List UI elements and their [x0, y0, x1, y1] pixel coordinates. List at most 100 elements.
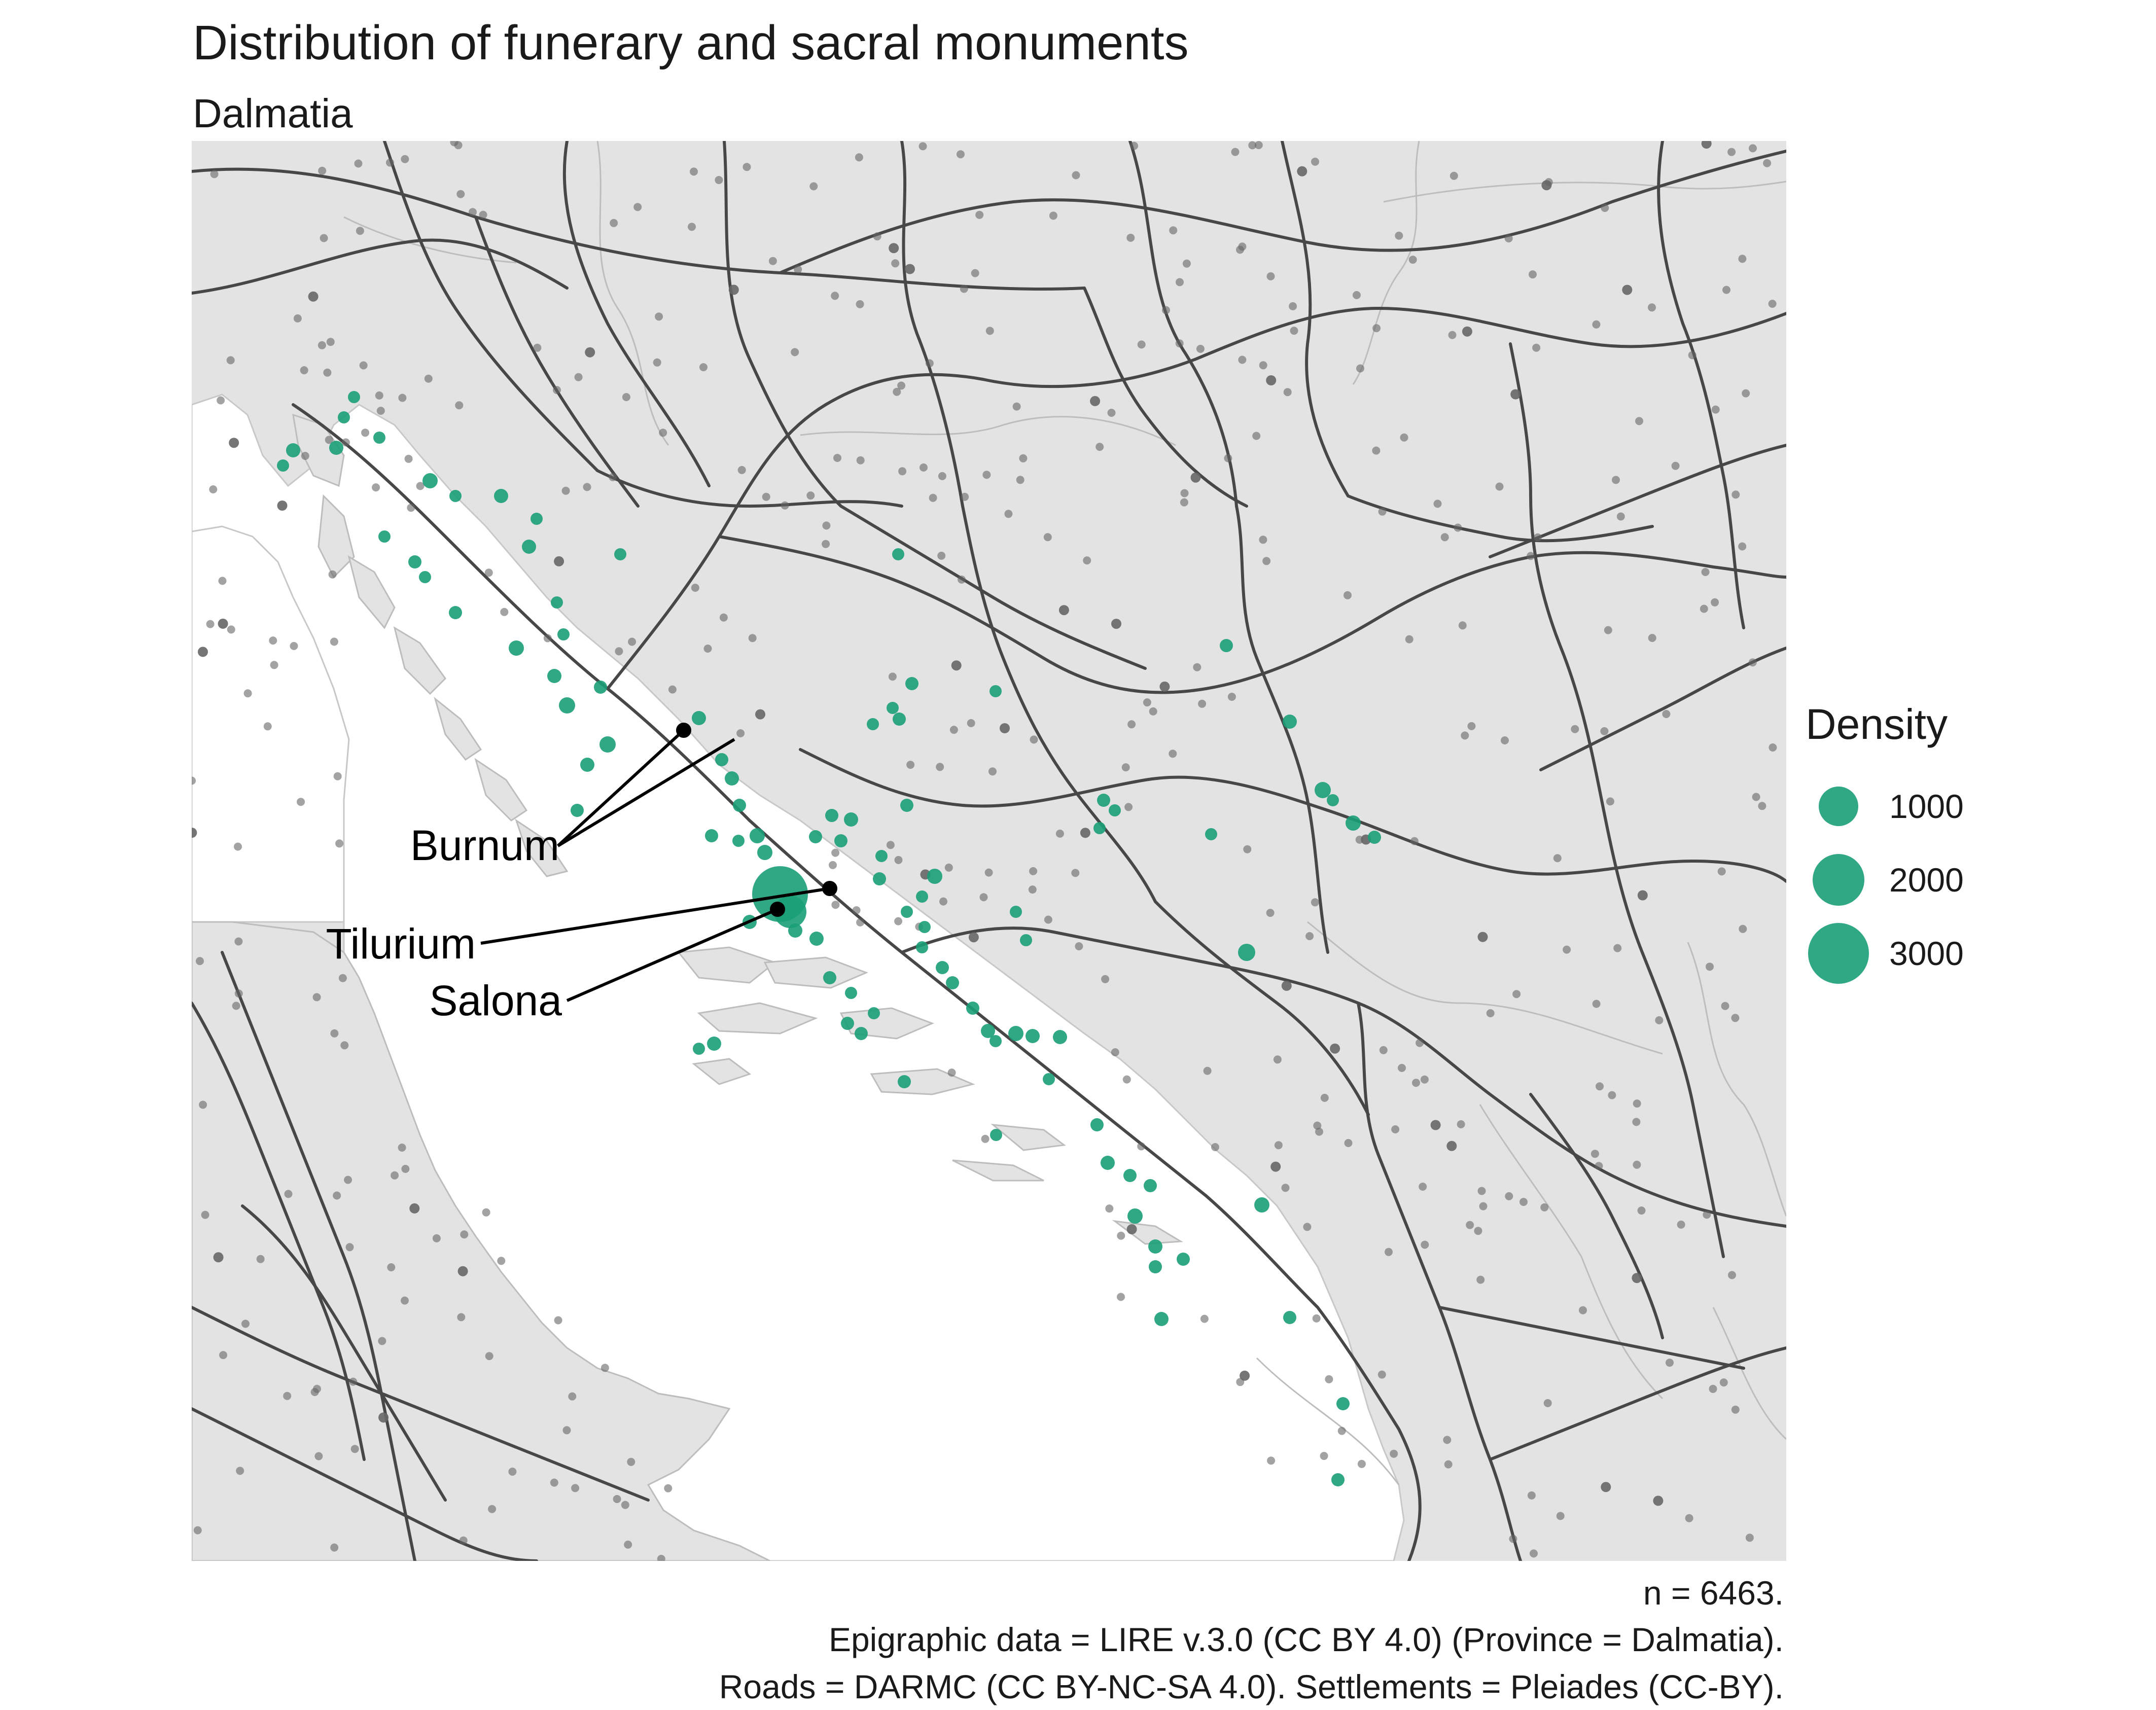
settlement-point [891, 259, 900, 268]
settlement-point [500, 608, 509, 616]
settlement-point [1655, 1016, 1664, 1024]
settlement-point [210, 170, 219, 179]
salona-leader-line [566, 908, 779, 1002]
settlement-point [1592, 1000, 1601, 1008]
settlement-point [951, 660, 962, 671]
settlement-point [791, 348, 799, 357]
settlement-point [349, 1377, 358, 1386]
map-title: Distribution of funerary and sacral monu… [193, 16, 1189, 70]
place-labels: Burnum Tilurium Salona [326, 822, 562, 1024]
settlement-point [1270, 1161, 1281, 1172]
settlement-point [330, 637, 338, 646]
settlement-point [1372, 324, 1381, 333]
settlement-point [1071, 869, 1080, 877]
settlement-point [1016, 476, 1024, 484]
settlement-point [335, 839, 344, 848]
road-line [1347, 494, 1654, 543]
monument-point [868, 1007, 880, 1019]
settlement-point [831, 292, 839, 300]
settlement-point [938, 472, 946, 480]
monument-point [1149, 1260, 1162, 1273]
settlement-point [657, 1555, 665, 1561]
settlement-point [856, 918, 865, 927]
settlement-point [1012, 402, 1021, 411]
settlement-point [1454, 523, 1462, 532]
monument-point [551, 596, 563, 609]
settlement-point [404, 454, 413, 463]
settlement-point [967, 719, 975, 727]
settlement-point [957, 150, 965, 159]
monument-point [1097, 794, 1110, 807]
islands [292, 413, 1183, 1245]
settlement-point [314, 1452, 323, 1460]
settlement-point [1236, 1378, 1245, 1386]
settlement-point [1198, 699, 1207, 708]
settlement-point [1315, 1127, 1323, 1136]
settlement-point [906, 761, 915, 769]
settlement-point [1055, 829, 1064, 838]
settlement-point [1019, 454, 1028, 462]
monument-point [1283, 1311, 1296, 1324]
settlement-point [550, 1478, 558, 1487]
settlement-point [1043, 533, 1052, 542]
monument-point [1127, 1208, 1143, 1224]
settlements-layer [192, 141, 1777, 1561]
monument-point [1101, 1156, 1115, 1170]
road-line [779, 150, 1786, 274]
settlement-point [893, 387, 901, 396]
settlement-point [193, 1526, 202, 1535]
road-line [221, 951, 416, 1561]
settlement-point [822, 540, 830, 548]
settlement-point [1252, 432, 1261, 440]
settlement-point [387, 1263, 396, 1271]
settlement-point [401, 1165, 410, 1173]
settlement-point [350, 1445, 359, 1453]
settlement-point [1595, 1162, 1603, 1170]
settlement-point [1685, 1514, 1693, 1522]
settlement-point [1633, 1160, 1641, 1169]
settlement-point [485, 1352, 493, 1361]
settlement-point [1149, 707, 1157, 716]
settlement-point [1533, 533, 1542, 542]
monument-point [1148, 1239, 1162, 1254]
settlement-point [1529, 270, 1537, 279]
settlement-point [624, 1540, 632, 1549]
settlement-point [715, 176, 723, 184]
settlement-point [1311, 157, 1319, 166]
settlement-point [1344, 1139, 1353, 1147]
settlement-point [852, 906, 861, 914]
settlement-point [982, 471, 991, 479]
settlement-point [1400, 433, 1408, 442]
road-line [1600, 799, 1725, 1258]
settlement-point [198, 647, 208, 657]
settlement-point [1510, 389, 1521, 400]
monument-point [1053, 1030, 1067, 1044]
settlement-point [971, 269, 979, 277]
settlement-point [1738, 542, 1747, 551]
map-caption: n = 6463. Epigraphic data = LIRE v.3.0 (… [719, 1570, 1784, 1710]
settlement-point [1080, 828, 1090, 838]
settlement-point [256, 1255, 265, 1263]
settlement-point [1101, 975, 1110, 983]
monument-point [989, 1035, 1002, 1047]
settlement-point [234, 842, 242, 851]
monument-point [841, 1017, 854, 1030]
settlement-point [1200, 1314, 1209, 1323]
settlement-point [1763, 159, 1772, 167]
settlement-point [1738, 255, 1747, 263]
settlement-point [653, 358, 661, 367]
settlement-point [1320, 1452, 1328, 1460]
settlement-point [1289, 302, 1297, 310]
settlement-point [833, 454, 841, 462]
settlement-point [806, 491, 815, 500]
settlement-point [1635, 417, 1643, 425]
settlement-point [277, 501, 288, 511]
settlement-point [1313, 1121, 1322, 1130]
settlement-point [1122, 1075, 1131, 1084]
settlement-point [1337, 1427, 1346, 1435]
settlement-point [218, 618, 228, 629]
settlement-point [1412, 1079, 1420, 1087]
settlement-point [610, 219, 618, 227]
settlement-point [1591, 1150, 1599, 1158]
settlement-point [1527, 552, 1535, 560]
